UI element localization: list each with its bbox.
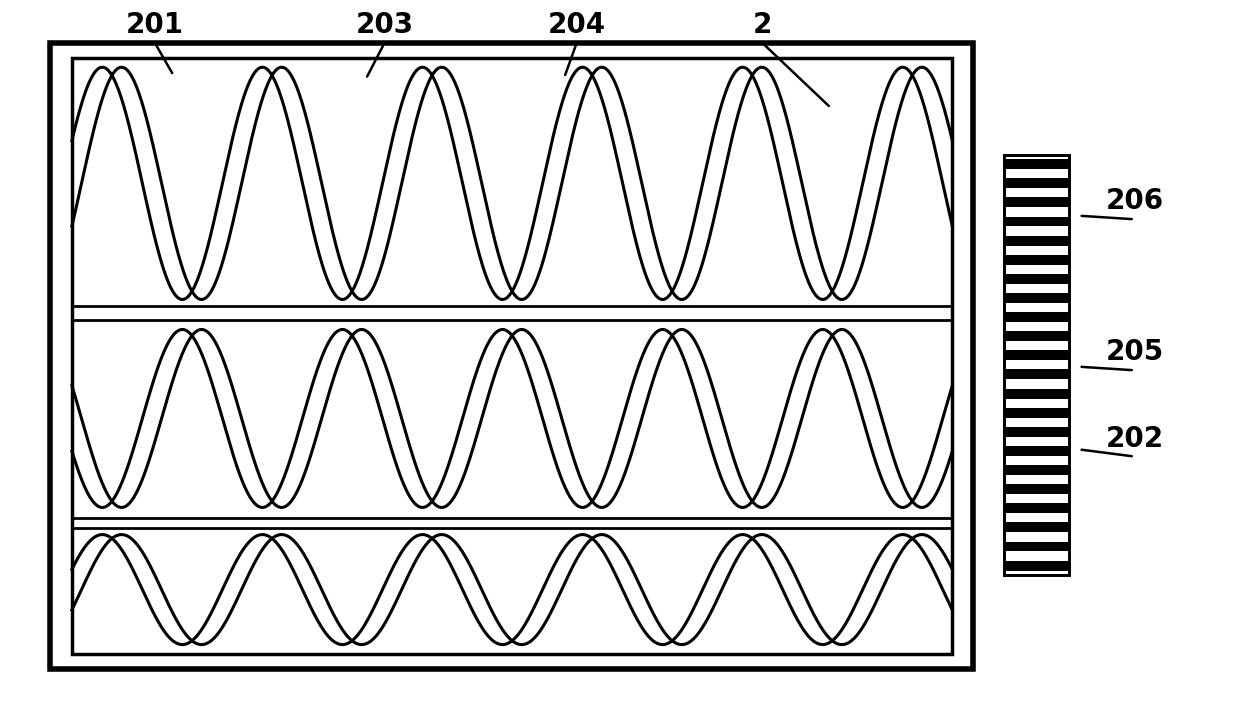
- Bar: [1004, 465, 1069, 475]
- Bar: [1004, 408, 1069, 418]
- Bar: [1004, 216, 1069, 226]
- Bar: [1004, 155, 1069, 575]
- Text: 204: 204: [548, 12, 605, 39]
- Bar: [1004, 427, 1069, 436]
- Bar: [1004, 198, 1069, 207]
- Bar: [72, 58, 952, 654]
- Bar: [1004, 159, 1069, 169]
- Bar: [1004, 503, 1069, 513]
- Bar: [1004, 155, 1069, 575]
- Bar: [1004, 388, 1069, 398]
- Bar: [1004, 274, 1069, 284]
- Bar: [1004, 178, 1069, 188]
- Bar: [1004, 523, 1069, 532]
- Bar: [1004, 350, 1069, 360]
- Text: 206: 206: [1106, 188, 1163, 215]
- Bar: [50, 43, 973, 669]
- Bar: [1004, 312, 1069, 322]
- Bar: [1004, 331, 1069, 342]
- Bar: [1004, 541, 1069, 551]
- Bar: [1004, 293, 1069, 303]
- Text: 202: 202: [1106, 425, 1163, 452]
- Bar: [1004, 255, 1069, 265]
- Bar: [1004, 370, 1069, 380]
- Bar: [1004, 236, 1069, 246]
- Bar: [1004, 446, 1069, 456]
- Bar: [1004, 484, 1069, 494]
- Text: 201: 201: [126, 12, 184, 39]
- Bar: [1004, 561, 1069, 571]
- Text: 203: 203: [356, 12, 413, 39]
- Text: 205: 205: [1106, 339, 1163, 366]
- Text: 2: 2: [753, 12, 773, 39]
